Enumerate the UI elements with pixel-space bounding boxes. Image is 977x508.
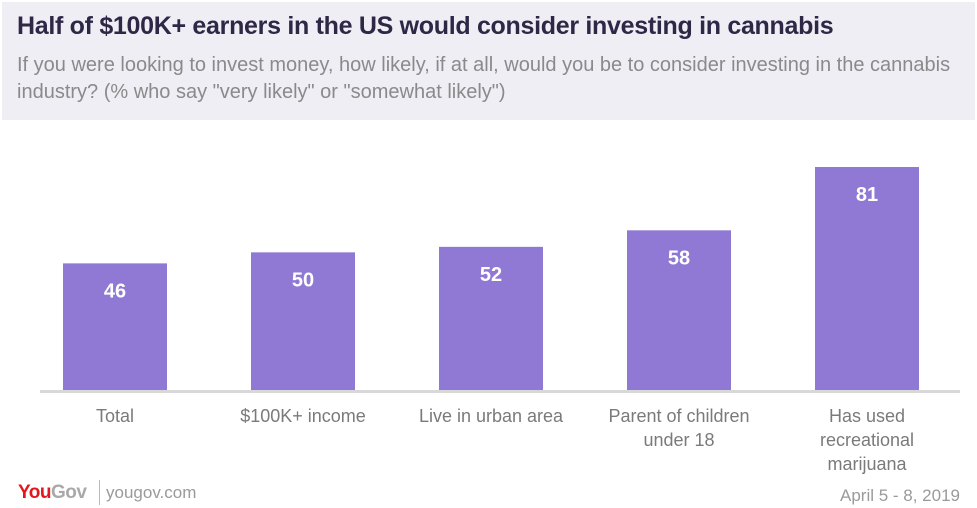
x-tick-label-line: Parent of children [608, 406, 750, 426]
x-tick-label-line: recreational [819, 430, 915, 450]
x-tick-label: Has used recreational marijuana [782, 404, 952, 476]
footer-site-link[interactable]: yougov.com [106, 483, 197, 502]
bar-value-label: 46 [104, 280, 126, 302]
bar-1 [63, 263, 167, 390]
bar-3 [439, 246, 543, 390]
survey-date: April 5 - 8, 2019 [839, 486, 960, 505]
bar-value-label: 50 [292, 269, 314, 291]
bar-value-label: 58 [668, 247, 690, 269]
x-tick-label-line: Total [95, 406, 135, 426]
bar-value-label: 52 [480, 264, 502, 286]
logo-you: You [18, 482, 51, 503]
bar-value-label: 81 [856, 184, 878, 206]
bar-5 [815, 167, 919, 390]
x-tick-label: Live in urban area [406, 404, 576, 428]
logo-gov: Gov [50, 482, 87, 503]
x-tick-label-line: Live in urban area [418, 406, 564, 426]
x-tick-label: $100K+ income [218, 404, 388, 428]
x-tick-label-line: marijuana [827, 454, 907, 474]
x-tick-label: Total [30, 404, 200, 428]
x-tick-label: Parent of children under 18 [594, 404, 764, 452]
header-panel: Half of $100K+ earners in the US would c… [2, 2, 975, 120]
bar-chart: 46 50 52 58 81 [40, 167, 960, 393]
bar-2 [251, 252, 355, 390]
x-tick-label-line: under 18 [643, 430, 715, 450]
footer-divider [99, 480, 100, 505]
chart-subtitle: If you were looking to invest money, how… [17, 54, 951, 103]
x-tick-label-line: Has used [828, 406, 906, 426]
bar-4 [627, 230, 731, 390]
yougov-logo: YouGov [18, 482, 87, 504]
chart-title: Half of $100K+ earners in the US would c… [17, 12, 834, 40]
x-tick-label-line: $100K+ income [240, 406, 366, 426]
